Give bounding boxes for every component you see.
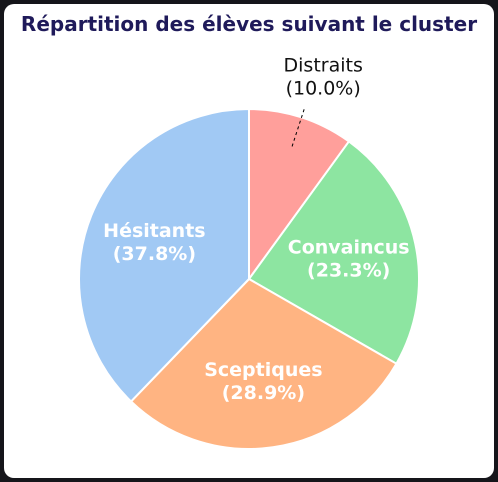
slice-percent-convaincus: (23.3%) [307,260,390,282]
pie-slice-hesitants [78,107,250,403]
chart-title: Répartition des élèves suivant le cluste… [21,12,477,36]
slice-percent-distraits: (10.0%) [286,77,361,99]
label-leader-line [291,109,305,147]
slice-label-hesitants: Hésitants [103,220,205,242]
slice-label-sceptiques: Sceptiques [204,359,322,381]
slice-percent-hesitants: (37.8%) [113,243,196,265]
pie-labels: Distraits(10.0%) Convaincus(23.3%) Sceptiq… [103,54,409,404]
pie-slices [78,107,420,450]
slice-label-distraits: Distraits [284,54,363,76]
pie-chart: Répartition des élèves suivant le cluste… [21,12,477,450]
chart-card: Répartition des élèves suivant le cluste… [4,4,494,478]
pie-slice-convaincus [247,140,420,366]
slice-label-convaincus: Convaincus [288,237,410,259]
pie-slice-sceptiques [129,277,398,450]
slice-percent-sceptiques: (28.9%) [222,382,305,404]
